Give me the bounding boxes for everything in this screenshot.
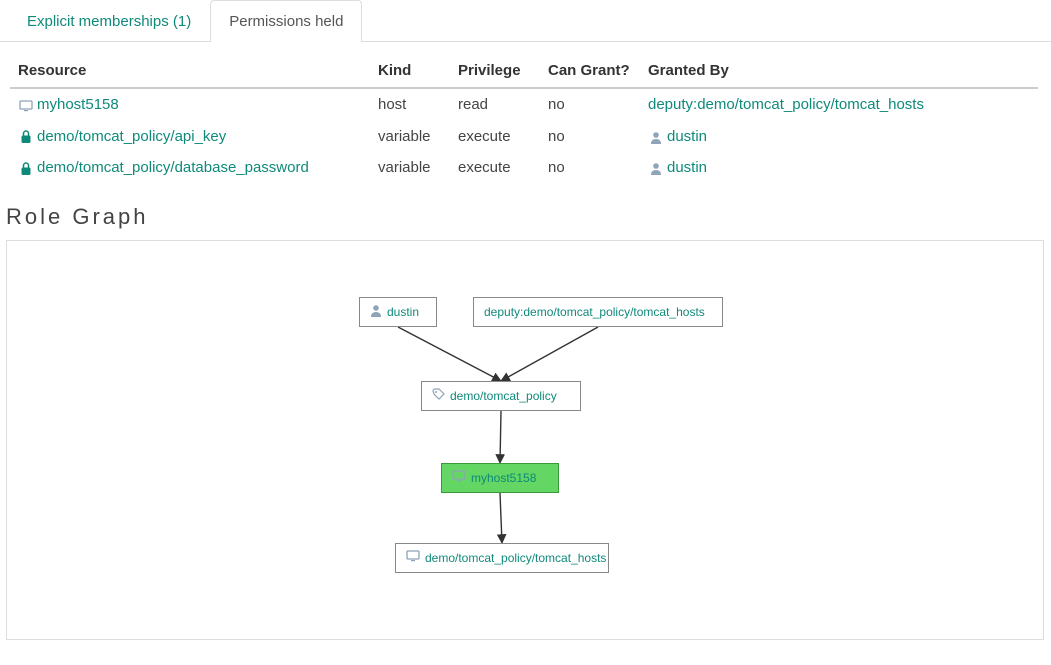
column-header: Can Grant?	[540, 56, 640, 88]
cell-resource: demo/tomcat_policy/database_password	[10, 152, 370, 184]
permissions-table: ResourceKindPrivilegeCan Grant?Granted B…	[10, 56, 1038, 184]
granted-by-link[interactable]: dustin	[667, 159, 707, 176]
graph-node-dustin[interactable]: dustin	[359, 297, 437, 327]
cell-kind: variable	[370, 152, 450, 184]
graph-node-label: deputy:demo/tomcat_policy/tomcat_hosts	[484, 305, 705, 319]
host-icon	[406, 550, 420, 565]
host-icon	[18, 97, 33, 114]
resource-link[interactable]: demo/tomcat_policy/api_key	[37, 128, 226, 145]
tabs: Explicit memberships (1)Permissions held	[0, 0, 1051, 42]
tag-icon	[432, 388, 445, 403]
cell-can-grant: no	[540, 121, 640, 153]
cell-privilege: execute	[450, 152, 540, 184]
cell-kind: variable	[370, 121, 450, 153]
user-icon	[370, 304, 382, 320]
tab-explicit-memberships[interactable]: Explicit memberships (1)	[8, 0, 210, 42]
graph-node-label: demo/tomcat_policy/tomcat_hosts	[425, 551, 606, 565]
graph-node-label: demo/tomcat_policy	[450, 389, 557, 403]
column-header: Privilege	[450, 56, 540, 88]
user-icon	[648, 160, 663, 177]
tab-permissions-held[interactable]: Permissions held	[210, 0, 362, 42]
cell-granted-by: dustin	[640, 121, 1038, 153]
granted-by-link[interactable]: dustin	[667, 128, 707, 145]
user-icon	[648, 128, 663, 145]
cell-can-grant: no	[540, 88, 640, 121]
resource-link[interactable]: demo/tomcat_policy/database_password	[37, 159, 309, 176]
graph-node-policy[interactable]: demo/tomcat_policy	[421, 381, 581, 411]
cell-resource: myhost5158	[10, 88, 370, 121]
lock-icon	[18, 160, 33, 177]
role-graph: dustin deputy:demo/tomcat_policy/tomcat_h…	[6, 240, 1044, 640]
cell-privilege: read	[450, 88, 540, 121]
graph-node-deputy[interactable]: deputy:demo/tomcat_policy/tomcat_hosts	[473, 297, 723, 327]
cell-can-grant: no	[540, 152, 640, 184]
granted-by-link[interactable]: deputy:demo/tomcat_policy/tomcat_hosts	[648, 96, 924, 113]
graph-node-hosts[interactable]: demo/tomcat_policy/tomcat_hosts	[395, 543, 609, 573]
column-header: Resource	[10, 56, 370, 88]
graph-node-label: dustin	[387, 305, 419, 319]
cell-granted-by: deputy:demo/tomcat_policy/tomcat_hosts	[640, 88, 1038, 121]
lock-icon	[18, 128, 33, 145]
section-title-role-graph: Role Graph	[6, 204, 1051, 230]
resource-link[interactable]: myhost5158	[37, 96, 119, 113]
cell-granted-by: dustin	[640, 152, 1038, 184]
graph-node-myhost[interactable]: myhost5158	[441, 463, 559, 493]
cell-kind: host	[370, 88, 450, 121]
table-row: demo/tomcat_policy/api_key variableexecut…	[10, 121, 1038, 153]
graph-node-label: myhost5158	[471, 471, 536, 485]
column-header: Kind	[370, 56, 450, 88]
table-header-row: ResourceKindPrivilegeCan Grant?Granted B…	[10, 56, 1038, 88]
cell-privilege: execute	[450, 121, 540, 153]
table-row: myhost5158 hostreadno deputy:demo/tomcat_p…	[10, 88, 1038, 121]
column-header: Granted By	[640, 56, 1038, 88]
table-row: demo/tomcat_policy/database_password vari…	[10, 152, 1038, 184]
cell-resource: demo/tomcat_policy/api_key	[10, 121, 370, 153]
host-icon	[452, 470, 466, 485]
